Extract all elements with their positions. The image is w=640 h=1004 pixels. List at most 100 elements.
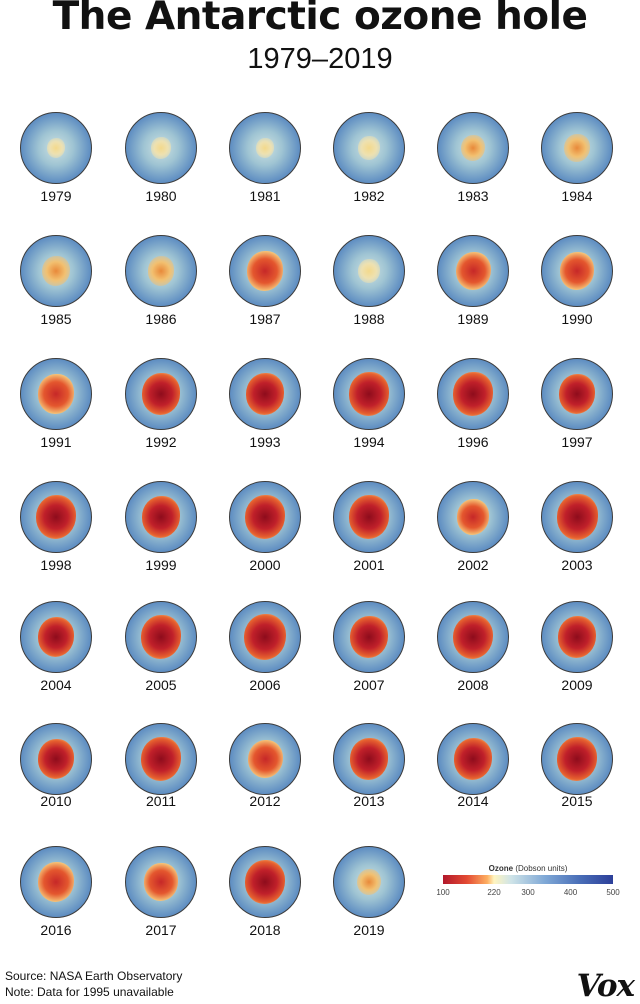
ozone-hole (142, 373, 180, 415)
ozone-map-2019: 2019 (324, 846, 414, 958)
ozone-map-2007: 2007 (324, 601, 414, 713)
antarctica-globe-icon (20, 235, 92, 307)
ozone-hole (457, 499, 489, 535)
map-year-label: 1992 (145, 434, 177, 450)
legend-tick-label: 220 (487, 888, 501, 897)
ozone-hole (349, 495, 389, 539)
ozone-map-2016: 2016 (11, 846, 101, 958)
map-year-label: 2019 (353, 922, 385, 938)
antarctica-globe-icon (229, 481, 301, 553)
antarctica-globe-icon (125, 358, 197, 430)
ozone-hole (245, 495, 285, 539)
antarctica-globe-icon (20, 112, 92, 184)
antarctica-globe-icon (229, 358, 301, 430)
antarctica-globe-icon (541, 723, 613, 795)
map-year-label: 2014 (457, 793, 489, 809)
ozone-map-1982: 1982 (324, 112, 414, 224)
map-year-label: 2005 (145, 677, 177, 693)
antarctica-globe-icon (125, 481, 197, 553)
ozone-map-2008: 2008 (428, 601, 518, 713)
ozone-map-1984: 1984 (532, 112, 622, 224)
map-year-label: 1980 (145, 188, 177, 204)
antarctica-globe-icon (20, 723, 92, 795)
map-year-label: 1996 (457, 434, 489, 450)
ozone-hole (151, 137, 171, 159)
ozone-hole (244, 613, 286, 661)
ozone-map-2018: 2018 (220, 846, 310, 958)
legend-title-label: Ozone (488, 864, 514, 873)
antarctica-globe-icon (229, 846, 301, 918)
ozone-map-2006: 2006 (220, 601, 310, 713)
ozone-hole (245, 860, 285, 904)
legend-title: Ozone (Dobson units) (443, 864, 613, 873)
ozone-map-1979: 1979 (11, 112, 101, 224)
map-year-label: 1986 (145, 311, 177, 327)
footer-notes: Source: NASA Earth Observatory Note: Dat… (5, 968, 182, 1000)
ozone-hole (556, 736, 598, 782)
ozone-map-2004: 2004 (11, 601, 101, 713)
ozone-hole (358, 259, 380, 283)
antarctica-globe-icon (125, 723, 197, 795)
map-year-label: 1989 (457, 311, 489, 327)
antarctica-globe-icon (333, 112, 405, 184)
ozone-map-2005: 2005 (116, 601, 206, 713)
ozone-hole (144, 863, 178, 901)
ozone-map-2011: 2011 (116, 723, 206, 835)
ozone-hole (356, 868, 382, 896)
vox-logo: Vox (576, 968, 635, 1004)
ozone-map-1985: 1985 (11, 235, 101, 347)
ozone-hole (558, 616, 596, 658)
ozone-hole (147, 256, 175, 286)
page-subtitle: 1979–2019 (247, 43, 393, 75)
ozone-map-1987: 1987 (220, 235, 310, 347)
ozone-map-1997: 1997 (532, 358, 622, 470)
legend-tick-label: 100 (436, 888, 450, 897)
antarctica-globe-icon (333, 723, 405, 795)
ozone-hole (37, 616, 75, 658)
ozone-hole (141, 495, 181, 539)
map-year-label: 2009 (561, 677, 593, 693)
ozone-map-1990: 1990 (532, 235, 622, 347)
map-year-label: 1985 (40, 311, 72, 327)
legend-color-scale (443, 875, 613, 884)
map-year-label: 2013 (353, 793, 385, 809)
map-year-label: 2011 (145, 793, 177, 809)
antarctica-globe-icon (541, 112, 613, 184)
ozone-hole (247, 739, 283, 779)
ozone-hole (349, 372, 389, 416)
ozone-map-2015: 2015 (532, 723, 622, 835)
ozone-hole (35, 494, 77, 540)
ozone-legend: Ozone (Dobson units) 100 220 300 400 500 (436, 864, 619, 904)
legend-tick-label: 300 (521, 888, 535, 897)
ozone-map-2003: 2003 (532, 481, 622, 593)
map-year-label: 2016 (40, 922, 72, 938)
ozone-hole (46, 137, 66, 159)
antarctica-globe-icon (333, 846, 405, 918)
antarctica-globe-icon (541, 358, 613, 430)
antarctica-globe-icon (333, 358, 405, 430)
map-year-label: 1979 (40, 188, 72, 204)
antarctica-globe-icon (20, 601, 92, 673)
map-year-label: 2000 (249, 557, 281, 573)
antarctica-globe-icon (229, 601, 301, 673)
antarctica-globe-icon (20, 358, 92, 430)
ozone-map-1981: 1981 (220, 112, 310, 224)
ozone-map-1983: 1983 (428, 112, 518, 224)
ozone-map-2000: 2000 (220, 481, 310, 593)
ozone-map-1999: 1999 (116, 481, 206, 593)
ozone-hole (256, 138, 274, 158)
map-year-label: 2007 (353, 677, 385, 693)
ozone-map-2012: 2012 (220, 723, 310, 835)
antarctica-globe-icon (333, 235, 405, 307)
ozone-hole (453, 372, 493, 416)
ozone-map-1998: 1998 (11, 481, 101, 593)
ozone-map-1994: 1994 (324, 358, 414, 470)
antarctica-globe-icon (229, 112, 301, 184)
ozone-map-2001: 2001 (324, 481, 414, 593)
ozone-map-2017: 2017 (116, 846, 206, 958)
antarctica-globe-icon (541, 601, 613, 673)
ozone-map-2009: 2009 (532, 601, 622, 713)
map-year-label: 2015 (561, 793, 593, 809)
ozone-map-1993: 1993 (220, 358, 310, 470)
map-year-label: 2012 (249, 793, 281, 809)
